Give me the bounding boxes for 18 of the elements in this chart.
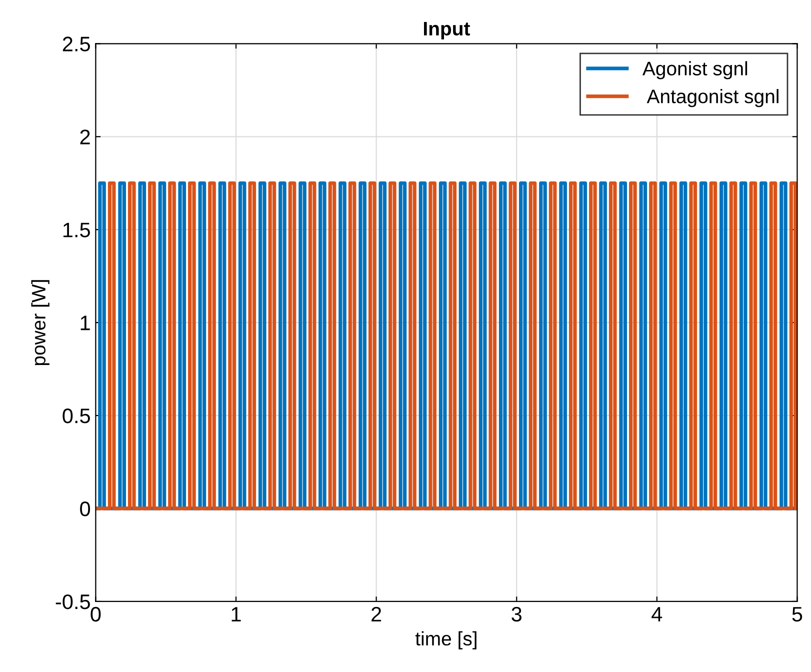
legend-label: Agonist sgnl	[642, 61, 748, 80]
x-tick-label: 4	[652, 607, 662, 622]
x-tick-label: 0	[90, 606, 101, 622]
x-tick-label: 5	[792, 607, 802, 622]
y-tick-label: 0	[80, 501, 90, 516]
y-tick-label: -0.5	[56, 594, 90, 610]
y-tick-label: 2.5	[62, 36, 90, 52]
x-tick-label: 1	[232, 607, 241, 622]
chart-title: Input	[424, 22, 470, 40]
y-tick-label: 2	[80, 130, 90, 144]
legend-label: Antagonist sgnl	[646, 89, 778, 108]
x-axis-title: time [s]	[415, 631, 476, 650]
y-tick-label: 1	[80, 316, 90, 330]
y-axis-title: power [W]	[31, 280, 50, 366]
x-tick-label: 2	[372, 606, 382, 622]
y-tick-label: 1.5	[63, 222, 90, 238]
y-tick-label: 0.5	[62, 408, 90, 424]
x-tick-label: 3	[512, 606, 522, 622]
